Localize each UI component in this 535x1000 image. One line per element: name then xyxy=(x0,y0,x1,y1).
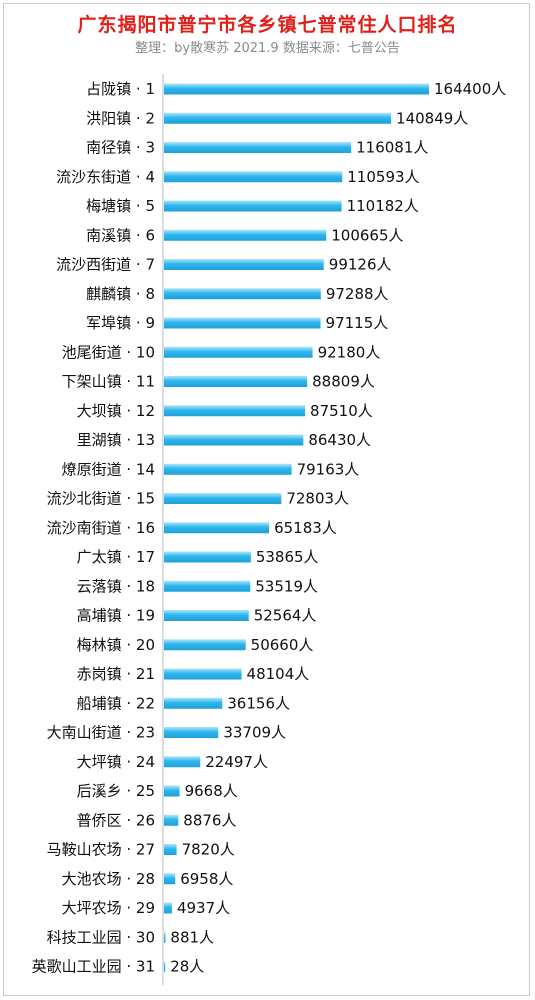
category-label: 广太镇 · 17 xyxy=(77,548,155,566)
category-label: 下架山镇 · 11 xyxy=(62,373,155,391)
value-label: 88809人 xyxy=(312,373,375,391)
value-label: 87510人 xyxy=(310,402,373,420)
bar xyxy=(164,112,392,124)
category-label: 流沙南街道 · 16 xyxy=(47,519,155,537)
value-label: 110182人 xyxy=(347,197,419,215)
category-label: 大池农场 · 28 xyxy=(62,870,155,888)
value-label: 9668人 xyxy=(185,782,238,800)
bar xyxy=(164,463,292,475)
bar xyxy=(164,346,313,358)
bar xyxy=(164,551,251,563)
bar xyxy=(164,931,166,943)
bar xyxy=(164,522,270,534)
category-label: 燎原街道 · 14 xyxy=(62,460,155,478)
bar xyxy=(164,288,321,300)
bar xyxy=(164,756,201,768)
bar xyxy=(164,873,176,885)
value-label: 100665人 xyxy=(331,226,403,244)
category-label: 后溪乡 · 25 xyxy=(77,782,155,800)
category-label: 科技工业园 · 30 xyxy=(47,928,155,946)
value-label: 48104人 xyxy=(247,665,310,683)
category-label: 云落镇 · 18 xyxy=(77,577,155,595)
bar xyxy=(164,83,429,95)
value-label: 50660人 xyxy=(251,636,314,654)
bar xyxy=(164,405,306,417)
value-label: 72803人 xyxy=(286,490,349,508)
value-label: 79163人 xyxy=(297,460,360,478)
bar xyxy=(164,727,219,738)
bar xyxy=(164,697,223,709)
value-label: 36156人 xyxy=(227,694,290,712)
category-label: 高埔镇 · 19 xyxy=(77,607,155,625)
category-label: 大坝镇 · 12 xyxy=(77,402,155,420)
bar xyxy=(164,142,352,153)
bar xyxy=(164,229,327,241)
chart-frame xyxy=(3,3,530,996)
bar xyxy=(164,580,251,592)
value-label: 92180人 xyxy=(318,343,381,361)
category-label: 麒麟镇 · 8 xyxy=(86,285,155,303)
bar xyxy=(164,844,177,855)
category-label: 里湖镇 · 13 xyxy=(77,431,155,449)
chart-title: 广东揭阳市普宁市各乡镇七普常住人口排名 xyxy=(77,14,458,36)
category-label: 流沙东街道 · 4 xyxy=(56,168,155,186)
category-label: 流沙西街道 · 7 xyxy=(56,256,155,274)
value-label: 86430人 xyxy=(308,431,371,449)
category-label: 南径镇 · 3 xyxy=(86,139,155,157)
category-label: 池尾街道 · 10 xyxy=(62,343,155,361)
value-label: 28人 xyxy=(170,958,204,976)
bar xyxy=(164,200,342,212)
category-label: 洪阳镇 · 2 xyxy=(86,109,155,127)
category-label: 大坪农场 · 29 xyxy=(62,899,155,917)
value-label: 65183人 xyxy=(274,519,337,537)
category-label: 梅林镇 · 20 xyxy=(77,636,155,654)
value-label: 116081人 xyxy=(356,139,428,157)
bar xyxy=(164,610,249,621)
bar xyxy=(164,259,324,270)
category-label: 梅塘镇 · 5 xyxy=(86,197,155,215)
value-label: 7820人 xyxy=(182,841,235,859)
category-label: 马鞍山农场 · 27 xyxy=(47,841,155,859)
value-label: 97288人 xyxy=(326,285,389,303)
value-label: 164400人 xyxy=(434,80,506,98)
category-label: 赤岗镇 · 21 xyxy=(77,665,155,683)
bar xyxy=(164,171,343,183)
category-label: 船埔镇 · 22 xyxy=(77,694,155,712)
category-label: 大坪镇 · 24 xyxy=(77,753,155,771)
category-label: 南溪镇 · 6 xyxy=(86,226,155,244)
value-label: 53865人 xyxy=(256,548,319,566)
value-label: 33709人 xyxy=(223,724,286,742)
chart-subtitle: 整理：by散寒苏 2021.9 数据来源：七普公告 xyxy=(135,41,400,56)
category-label: 军埠镇 · 9 xyxy=(86,314,155,332)
bar xyxy=(164,814,179,826)
category-label: 大南山街道 · 23 xyxy=(47,724,155,742)
bar xyxy=(164,639,246,651)
value-label: 99126人 xyxy=(329,256,392,274)
bar xyxy=(164,668,242,680)
value-label: 97115人 xyxy=(326,314,389,332)
value-label: 8876人 xyxy=(183,811,236,829)
value-label: 881人 xyxy=(170,928,214,946)
category-label: 占陇镇 · 1 xyxy=(86,80,155,98)
category-label: 流沙北街道 · 15 xyxy=(47,490,155,508)
value-label: 52564人 xyxy=(254,607,317,625)
value-label: 110593人 xyxy=(347,168,419,186)
value-label: 4937人 xyxy=(177,899,230,917)
value-label: 6958人 xyxy=(180,870,233,888)
bar xyxy=(164,434,304,446)
bar xyxy=(164,961,166,972)
bar xyxy=(164,902,172,914)
bar xyxy=(164,493,282,504)
value-label: 53519人 xyxy=(255,577,318,595)
bar xyxy=(164,317,321,329)
value-label: 22497人 xyxy=(205,753,268,771)
category-label: 普侨区 · 26 xyxy=(77,811,155,829)
bar xyxy=(164,376,308,387)
category-label: 英歌山工业园 · 31 xyxy=(32,958,155,976)
value-label: 140849人 xyxy=(396,109,468,127)
bar xyxy=(164,785,180,797)
